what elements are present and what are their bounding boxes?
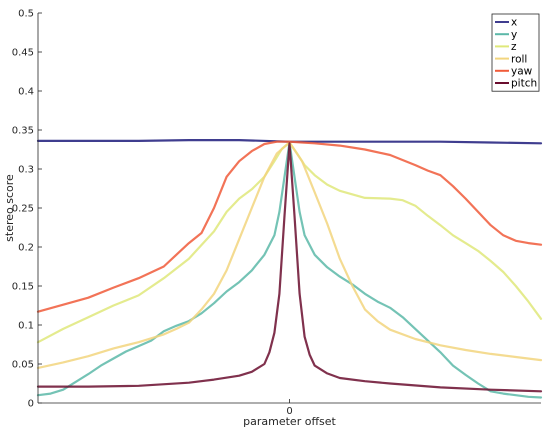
legend-label-z: z <box>511 41 517 53</box>
legend-label-pitch: pitch <box>511 78 537 90</box>
legend-box <box>491 13 540 92</box>
legend-label-x: x <box>511 17 517 29</box>
series-line-roll <box>36 141 543 369</box>
y-tick-label: 0.5 <box>18 9 34 20</box>
y-tick-label: 0 <box>28 399 34 410</box>
series-line-z <box>36 141 543 344</box>
series-line-yaw <box>36 140 543 313</box>
series-line-pitch <box>36 142 543 393</box>
series-layer <box>36 139 543 399</box>
plot-area: 0 0.05 0.1 0.15 0.2 0.25 0.3 0.35 0.4 0.45 0.5 0 <box>12 9 543 417</box>
legend-label-y: y <box>511 29 517 41</box>
y-tick-label: 0.1 <box>18 321 34 332</box>
x-axis-label: parameter offset <box>243 415 336 428</box>
y-tick-label: 0.2 <box>18 243 34 254</box>
legend-label-yaw: yaw <box>511 66 533 78</box>
y-axis-ticks: 0 0.05 0.1 0.15 0.2 0.25 0.3 0.35 0.4 0.45 0.5 <box>12 9 42 410</box>
legend-label-roll: roll <box>511 53 527 65</box>
y-tick-label: 0.35 <box>12 126 34 137</box>
y-tick-label: 0.45 <box>12 48 34 59</box>
y-tick-label: 0.4 <box>18 87 34 98</box>
x-tick-label: 0 <box>286 406 292 417</box>
x-axis-ticks: 0 <box>286 399 293 417</box>
y-tick-label: 0.05 <box>12 360 34 371</box>
series-line-y <box>36 141 543 399</box>
y-tick-label: 0.25 <box>12 204 34 215</box>
y-tick-label: 0.3 <box>18 165 34 176</box>
y-tick-label: 0.15 <box>12 282 34 293</box>
y-axis-label: stereo score <box>3 174 16 242</box>
